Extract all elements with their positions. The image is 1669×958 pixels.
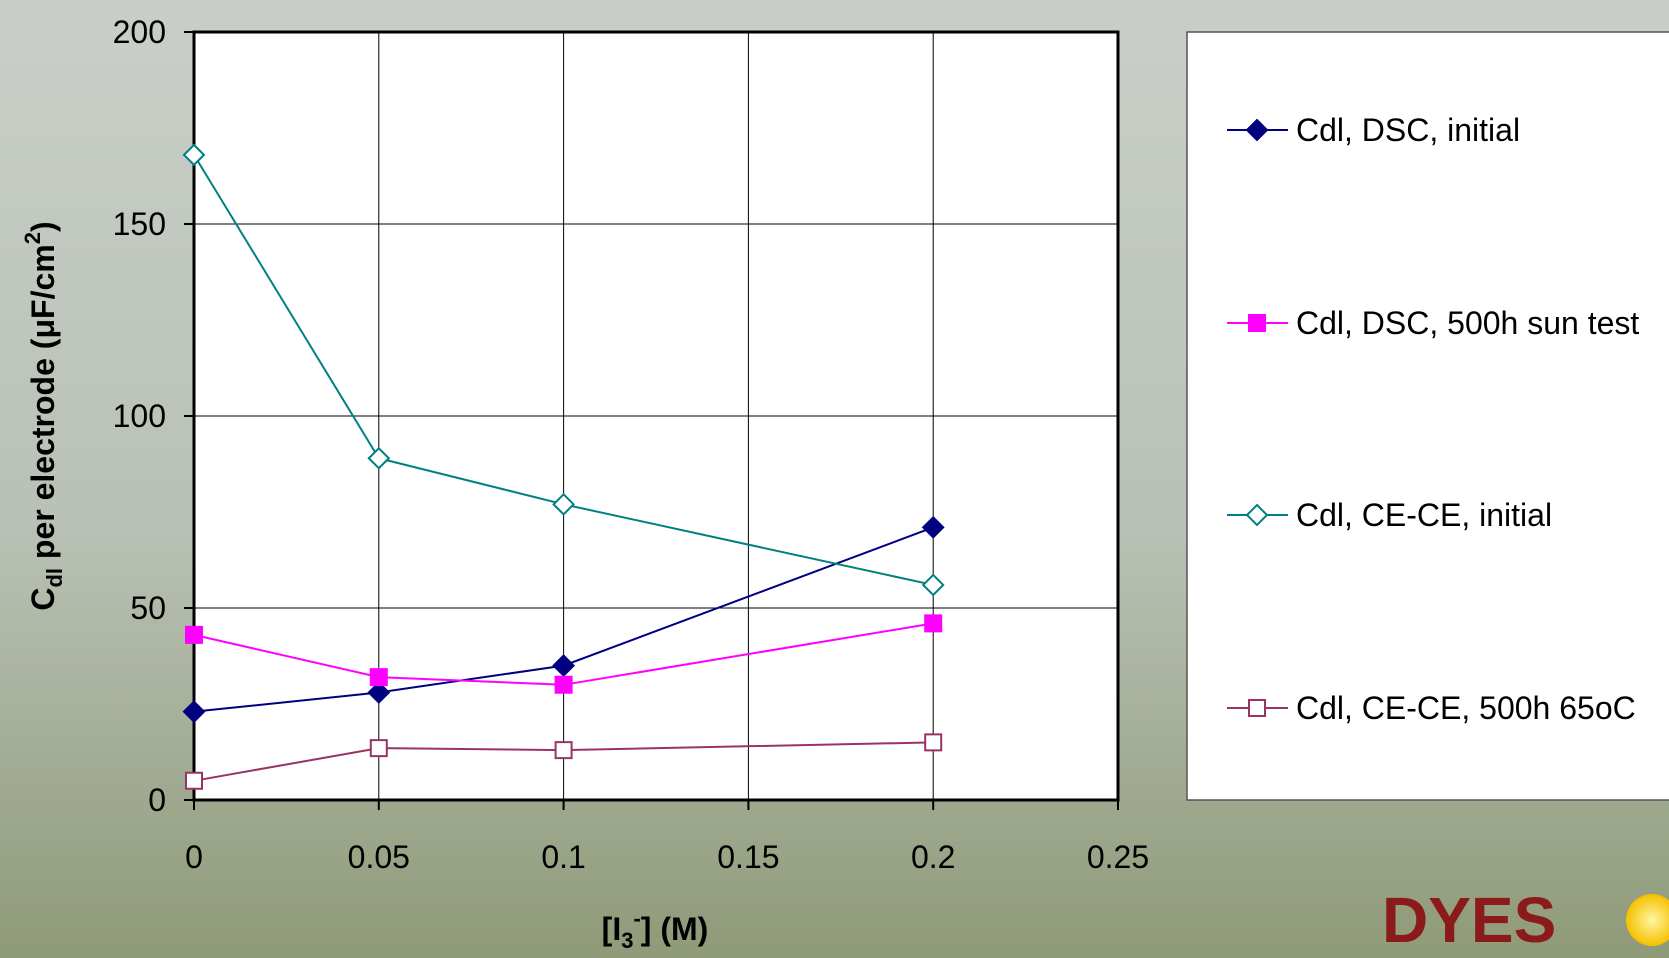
y-label-part: ) [25, 221, 61, 232]
data-point [924, 733, 943, 752]
data-point [554, 675, 573, 694]
series-line [193, 741, 934, 782]
logo-sun [1626, 894, 1669, 946]
legend-marker [1245, 503, 1269, 527]
legend: Cdl, DSC, initial Cdl, DSC, 500h sun test… [1227, 112, 1639, 726]
x-tick-label: 0.2 [911, 839, 955, 875]
series-line [193, 622, 934, 686]
data-point [921, 515, 945, 539]
y-tick-label: 150 [113, 206, 166, 242]
legend-label: Cdl, CE-CE, 500h 65oC [1296, 690, 1636, 726]
legend-marker [1248, 699, 1266, 717]
y-tick-label: 0 [148, 782, 166, 818]
data-point [369, 739, 388, 758]
x-label-part: [I [602, 911, 622, 947]
x-axis-label: [I3-] (M) [602, 906, 709, 953]
data-point [367, 446, 391, 470]
data-point [182, 143, 206, 167]
data-point [185, 625, 203, 644]
legend-label: Cdl, DSC, 500h sun test [1296, 305, 1639, 341]
data-point [367, 681, 391, 704]
y-tick-label: 50 [130, 590, 166, 626]
data-point [924, 614, 943, 633]
data-point [921, 573, 945, 597]
data-point [552, 492, 576, 516]
y-label-sup: 2 [20, 232, 45, 244]
y-tick-label: 100 [113, 398, 166, 434]
data-point [182, 700, 206, 724]
logo: DYES [1382, 884, 1556, 956]
x-label-part: ] (M) [641, 911, 709, 947]
x-tick-label: 0 [185, 839, 203, 875]
legend-box [1186, 31, 1669, 801]
ticks: 0 50 100 150 200 0 0.05 0.1 0.15 0.2 0.25 [113, 14, 1150, 875]
data-point [369, 668, 388, 687]
y-tick-label: 200 [113, 14, 166, 50]
series-line [193, 526, 934, 713]
data-point [185, 771, 203, 790]
y-axis-label: Cdl per electrode (μF/cm2) [20, 221, 67, 610]
data-point [554, 741, 573, 760]
x-tick-label: 0.1 [541, 839, 585, 875]
y-label-sub: dl [42, 568, 67, 588]
legend-marker [1245, 118, 1269, 142]
legend-label: Cdl, DSC, initial [1296, 112, 1520, 148]
x-tick-label: 0.15 [717, 839, 779, 875]
x-label-sub: 3 [621, 928, 633, 953]
legend-label: Cdl, CE-CE, initial [1296, 497, 1552, 533]
y-label-part: C [25, 588, 61, 611]
y-label-part: per electrode (μF/cm [25, 244, 61, 568]
legend-marker [1248, 314, 1266, 332]
series-line [193, 154, 934, 586]
data-point [552, 654, 576, 678]
x-tick-label: 0.05 [348, 839, 410, 875]
x-label-sup: - [633, 906, 640, 931]
series [182, 143, 945, 790]
x-tick-label: 0.25 [1087, 839, 1149, 875]
